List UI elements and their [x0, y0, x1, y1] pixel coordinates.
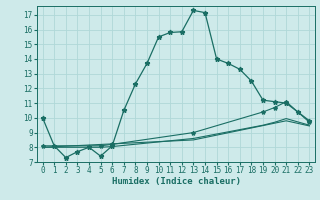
X-axis label: Humidex (Indice chaleur): Humidex (Indice chaleur)	[111, 177, 241, 186]
